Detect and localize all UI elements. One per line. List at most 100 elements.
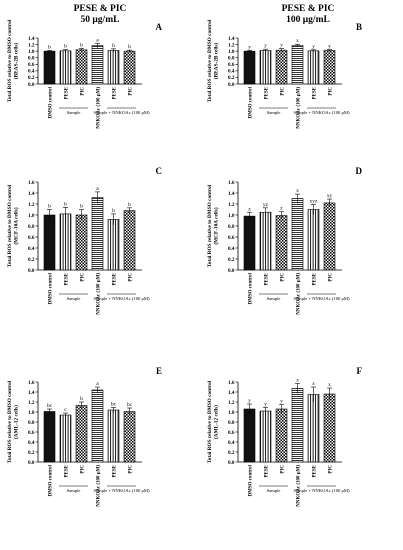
bar <box>323 50 336 85</box>
y-tick-label: 0.4 <box>228 246 235 252</box>
bar <box>275 408 288 463</box>
panel-label: F <box>357 366 363 376</box>
y-tick-label: 1.2 <box>28 400 35 406</box>
y-tick-label: 0.0 <box>228 268 235 274</box>
column-header-right-line1: PESE & PIC <box>281 4 335 14</box>
significance-letter: x <box>312 381 315 387</box>
column-header-left: PESE & PIC 50 μg/mL <box>40 4 160 26</box>
category-label: NNKOAc (100 μM) <box>296 465 301 507</box>
panel-C: C Total ROS relative to DMSO control(MCF-… <box>7 166 162 315</box>
panel-label: D <box>356 166 363 176</box>
significance-letter: b <box>112 208 115 214</box>
y-tick-label: 1.4 <box>228 390 235 396</box>
bar <box>107 409 120 463</box>
y-tick-label: 1.2 <box>28 202 35 208</box>
y-tick-label: 0.4 <box>28 69 35 75</box>
y-tick-label: 0.0 <box>228 460 235 466</box>
significance-letter: x <box>296 38 299 44</box>
panel-E: E Total ROS relative to DMSO control(AML-… <box>7 366 162 507</box>
y-tick-label: 0.2 <box>28 75 35 81</box>
bar <box>243 215 256 271</box>
y-tick-label: 0.6 <box>228 430 235 436</box>
panel-A: A Total ROS relative to DMSO control(BEAS… <box>7 19 163 128</box>
category-label: PIC <box>280 87 285 96</box>
significance-letter: y <box>248 398 251 404</box>
significance-letter: a <box>96 37 99 43</box>
y-axis-title-line: Total ROS relative to DMSO control <box>207 184 213 267</box>
bar <box>259 211 272 271</box>
y-tick-label: 1.0 <box>28 49 35 55</box>
significance-letter: y <box>264 402 267 408</box>
y-tick-label: 1.6 <box>228 380 235 386</box>
significance-letter: b <box>112 43 115 49</box>
y-tick-label: 1.0 <box>228 410 235 416</box>
y-tick-label: 0.8 <box>28 420 35 426</box>
group-label: Sample <box>67 110 81 115</box>
y-tick-label: 0.6 <box>228 235 235 241</box>
y-tick-label: 0.4 <box>28 440 35 446</box>
y-tick-label: 0.6 <box>228 62 235 68</box>
panel-B: B Total ROS relative to DMSO control(BEAS… <box>207 19 362 128</box>
category-label: PESE <box>64 272 69 285</box>
significance-letter: z <box>280 206 283 212</box>
category-label: NNKOAc (100 μM) <box>96 87 101 129</box>
bar <box>107 50 120 85</box>
y-axis-title-line: (AML-12 cells) <box>213 405 220 439</box>
y-tick-label: 0.6 <box>28 430 35 436</box>
category-label: PIC <box>80 87 85 96</box>
bar <box>243 50 256 85</box>
bar <box>91 45 104 85</box>
group-label: Sample <box>267 110 281 115</box>
y-axis-title-line: Total ROS relative to DMSO control <box>207 380 213 463</box>
column-header-right: PESE & PIC 100 μg/mL <box>248 4 368 26</box>
y-tick-label: 1.0 <box>228 49 235 55</box>
y-axis-title-line: Total ROS relative to DMSO control <box>7 19 13 102</box>
bar <box>43 214 56 271</box>
y-tick-label: 1.2 <box>228 400 235 406</box>
bar <box>75 214 88 271</box>
panel-label: A <box>156 22 163 32</box>
significance-letter: x <box>328 382 331 388</box>
bar <box>75 49 88 85</box>
category-label: PESE <box>64 464 69 477</box>
significance-letter: x <box>296 188 299 194</box>
significance-letter: z <box>248 206 251 212</box>
y-tick-label: 1.6 <box>228 180 235 186</box>
y-axis-title-line: Total ROS relative to DMSO control <box>207 19 213 102</box>
column-header-left-line1: PESE & PIC <box>73 4 127 14</box>
group-label: Sample + NNKOAc (100 μM) <box>293 488 350 493</box>
panel-F: F Total ROS relative to DMSO control(AML-… <box>207 366 363 507</box>
y-tick-label: 0.4 <box>228 69 235 75</box>
significance-letter: bc <box>111 402 117 408</box>
category-label: DMSO control <box>48 86 53 118</box>
bar <box>291 45 304 85</box>
group-label: Sample + NNKOAc (100 μM) <box>293 110 350 115</box>
group-label: Sample <box>67 296 81 301</box>
significance-letter: xy <box>327 193 333 199</box>
bar <box>291 198 304 271</box>
panel-D: D Total ROS relative to DMSO control(MCF-… <box>207 166 363 315</box>
column-header-left-line2: 50 μg/mL <box>80 15 120 25</box>
y-axis-title: Total ROS relative to DMSO control(AML-1… <box>7 380 20 463</box>
category-label: PESE <box>264 272 269 285</box>
column-header-right-line2: 100 μg/mL <box>286 15 330 25</box>
y-tick-label: 1.4 <box>28 390 35 396</box>
bar <box>275 215 288 271</box>
y-tick-label: 1.6 <box>28 380 35 386</box>
significance-letter: y <box>280 43 283 49</box>
bar <box>243 408 256 463</box>
y-tick-label: 0.0 <box>228 82 235 88</box>
y-tick-label: 1.0 <box>28 410 35 416</box>
significance-letter: bc <box>47 403 53 409</box>
group-label: Sample + NNKOAc (100 μM) <box>93 296 150 301</box>
category-label: PIC <box>128 465 133 474</box>
category-label: PESE <box>312 86 317 99</box>
y-tick-label: 0.8 <box>228 56 235 62</box>
y-tick-label: 1.2 <box>228 42 235 48</box>
group-label: Sample <box>67 488 81 493</box>
bar <box>323 393 336 463</box>
y-tick-label: 0.0 <box>28 460 35 466</box>
bar <box>291 388 304 463</box>
significance-letter: b <box>48 204 51 210</box>
group-label: Sample + NNKOAc (100 μM) <box>93 110 150 115</box>
